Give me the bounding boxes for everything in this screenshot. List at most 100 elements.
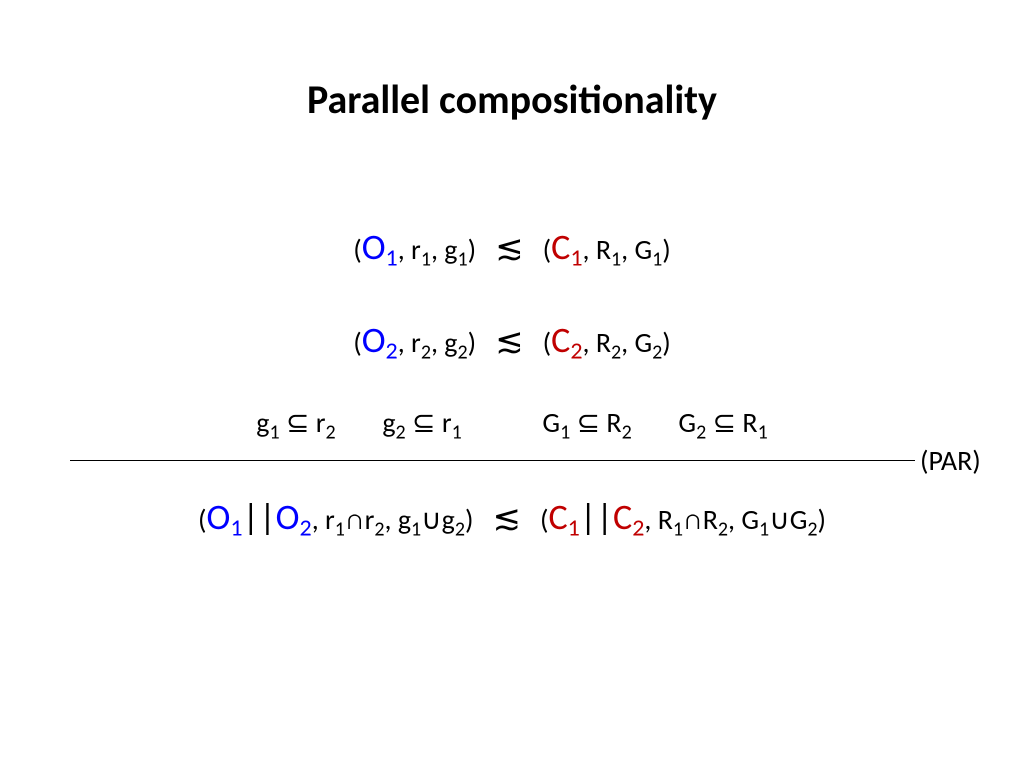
comma: ,	[431, 325, 444, 360]
par-sym: ||	[243, 495, 276, 539]
comma: ,	[621, 232, 634, 267]
sub-2: 2	[718, 518, 728, 542]
subset-sym: ⊆	[412, 405, 435, 440]
r-sym: r	[411, 232, 421, 267]
g-sym: g	[398, 502, 411, 537]
subset-sym: ⊆	[713, 405, 736, 440]
par-sym: ||	[580, 495, 613, 539]
sub-2: 2	[652, 341, 662, 365]
cap-r-sym: R	[596, 325, 611, 360]
sub-1: 1	[386, 244, 398, 273]
g-sym: g	[442, 502, 455, 537]
g-sym: g	[444, 325, 457, 360]
refines-sym: ≲	[495, 228, 524, 269]
o-sym: O	[362, 318, 386, 362]
premise-1: (O1, r1, g1) ≲ (C1, R1, G1)	[0, 225, 1024, 273]
c-sym: C	[613, 495, 632, 539]
comma: ,	[312, 502, 325, 537]
sub-2: 2	[696, 421, 706, 445]
sub-1: 1	[411, 518, 421, 542]
o-sym: O	[362, 225, 386, 269]
side-conditions: g1 ⊆ r2 g2 ⊆ r1 G1 ⊆ R2 G2 ⊆ R1	[0, 405, 1024, 445]
rp: )	[662, 325, 671, 360]
cap-g-sym: G	[741, 502, 759, 537]
sub-2: 2	[300, 514, 312, 543]
o-sym: O	[207, 495, 231, 539]
sub-2: 2	[326, 421, 336, 445]
rp: )	[468, 232, 477, 267]
cap-g-sym: G	[634, 232, 652, 267]
sub-1: 1	[758, 421, 768, 445]
cap-g-sym: G	[790, 502, 808, 537]
comma: ,	[398, 232, 411, 267]
sub-1: 1	[611, 248, 621, 272]
comma: ,	[384, 502, 397, 537]
lp: (	[543, 325, 552, 360]
r-sym: r	[325, 502, 335, 537]
slide: Parallel compositionality (O1, r1, g1) ≲…	[0, 0, 1024, 768]
cap-g-sym: G	[542, 405, 560, 440]
g-sym: g	[256, 405, 269, 440]
sub-1: 1	[560, 421, 570, 445]
premise-2: (O2, r2, g2) ≲ (C2, R2, G2)	[0, 318, 1024, 366]
refines-sym: ≲	[492, 498, 521, 539]
rp: )	[468, 325, 477, 360]
lp: (	[198, 502, 207, 537]
g-sym: g	[444, 232, 457, 267]
rp: )	[662, 232, 671, 267]
slide-title: Parallel compositionality	[0, 75, 1024, 124]
refines-sym: ≲	[495, 321, 524, 362]
comma: ,	[728, 502, 741, 537]
cap-r-sym: R	[658, 502, 673, 537]
sub-1: 1	[335, 518, 345, 542]
sub-1: 1	[421, 248, 431, 272]
inference-rule-bar	[70, 460, 915, 461]
sub-1: 1	[269, 421, 279, 445]
comma: ,	[582, 232, 595, 267]
sub-2: 2	[632, 514, 644, 543]
o-sym: O	[276, 495, 300, 539]
sub-1: 1	[570, 244, 582, 273]
sub-2: 2	[374, 518, 384, 542]
sub-2: 2	[570, 337, 582, 366]
cap-sym: ∩	[683, 502, 703, 537]
r-sym: r	[411, 325, 421, 360]
comma: ,	[644, 502, 657, 537]
r-sym: r	[365, 502, 375, 537]
rp: )	[818, 502, 827, 537]
cap-g-sym: G	[634, 325, 652, 360]
rule-label: (PAR)	[920, 443, 981, 478]
rp: )	[465, 502, 474, 537]
comma: ,	[621, 325, 634, 360]
cap-r-sym: R	[703, 502, 718, 537]
g-sym: g	[382, 405, 395, 440]
comma: ,	[582, 325, 595, 360]
sub-2: 2	[455, 518, 465, 542]
r-sym: r	[442, 405, 452, 440]
cup-sym: ∪	[421, 502, 442, 537]
r-sym: r	[316, 405, 326, 440]
lp: (	[353, 232, 362, 267]
sub-1: 1	[230, 514, 242, 543]
sub-1: 1	[452, 421, 462, 445]
sub-2: 2	[807, 518, 817, 542]
sub-1: 1	[673, 518, 683, 542]
comma: ,	[398, 325, 411, 360]
subset-sym: ⊆	[286, 405, 309, 440]
cup-sym: ∪	[769, 502, 790, 537]
sub-2: 2	[421, 341, 431, 365]
conclusion: (O1||O2, r1∩r2, g1∪g2) ≲ (C1||C2, R1∩R2,…	[0, 495, 1024, 543]
sub-2: 2	[396, 421, 406, 445]
comma: ,	[431, 232, 444, 267]
c-sym: C	[551, 225, 570, 269]
cap-g-sym: G	[678, 405, 696, 440]
sub-2: 2	[457, 341, 467, 365]
lp: (	[353, 325, 362, 360]
cap-sym: ∩	[345, 502, 365, 537]
sub-2: 2	[622, 421, 632, 445]
sub-1: 1	[759, 518, 769, 542]
sub-1: 1	[457, 248, 467, 272]
cap-r-sym: R	[742, 405, 757, 440]
c-sym: C	[548, 495, 567, 539]
sub-2: 2	[611, 341, 621, 365]
